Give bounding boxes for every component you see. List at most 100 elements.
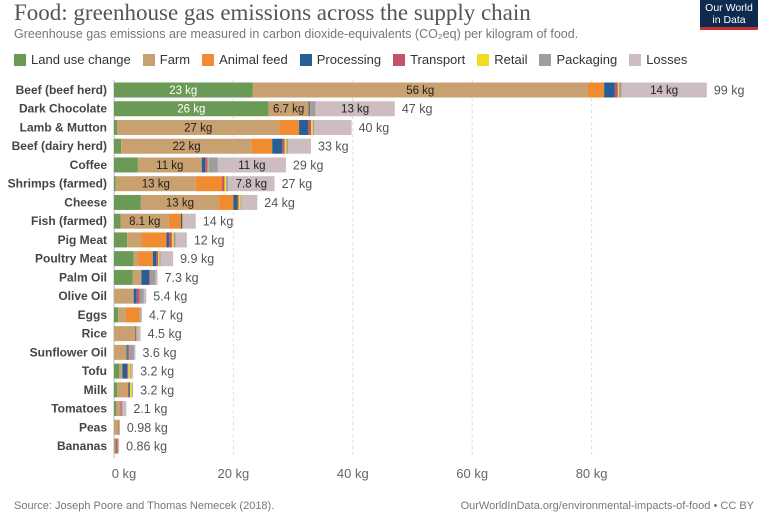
category-label: Shrimps (farmed): [8, 177, 107, 191]
bar-segment-packaging: [150, 269, 156, 285]
bar-segment-transport: [136, 288, 140, 304]
bar-segment-farm: [121, 138, 252, 154]
bar-segment-land-use-change: [114, 382, 117, 398]
legend-item-processing[interactable]: Processing: [299, 52, 381, 67]
total-value-label: 14 kg: [203, 215, 234, 229]
bar-segment-transport: [127, 344, 129, 360]
bar-segment-farm: [114, 438, 116, 454]
legend-item-packaging[interactable]: Packaging: [539, 52, 617, 67]
bar-segment-processing: [122, 363, 128, 379]
legend-item-farm[interactable]: Farm: [142, 52, 190, 67]
bar-segment-transport: [182, 213, 183, 229]
legend-item-land-use-change[interactable]: Land use change: [14, 52, 131, 67]
bar-segment-transport: [156, 251, 159, 267]
legend-label: Transport: [410, 52, 466, 67]
total-value-label: 5.4 kg: [153, 290, 187, 304]
segment-value-label: 13 kg: [142, 179, 170, 191]
total-value-label: 33 kg: [318, 140, 349, 154]
bar-segment-processing: [604, 82, 615, 98]
legend-swatch: [14, 53, 26, 66]
bar-segment-losses: [134, 344, 136, 360]
bar-segment-land-use-change: [114, 232, 128, 248]
bar-segment-packaging: [240, 194, 242, 210]
legend-item-animal-feed[interactable]: Animal feed: [202, 52, 288, 67]
bar-segment-transport: [115, 438, 118, 454]
segment-value-label: 6.7 kg: [273, 104, 304, 116]
bar-segment-processing: [135, 326, 137, 342]
source-link[interactable]: OurWorldInData.org/environmental-impacts…: [460, 500, 754, 512]
bar-segment-packaging: [286, 138, 289, 154]
segment-value-label: 23 kg: [169, 85, 197, 97]
category-label: Coffee: [70, 158, 108, 172]
segment-value-label: 7.8 kg: [236, 179, 267, 191]
bar-segment-losses: [119, 419, 120, 435]
bar-segment-land-use-change: [114, 138, 122, 154]
total-value-label: 47 kg: [402, 102, 433, 116]
bar-segment-transport: [120, 401, 122, 417]
total-value-label: 7.3 kg: [165, 271, 199, 285]
bar-segment-transport: [168, 232, 172, 248]
chart-title: Food: greenhouse gas emissions across th…: [14, 0, 531, 25]
bar-segment-packaging: [121, 401, 123, 417]
bar-segment-farm: [116, 119, 280, 135]
bar-segment-losses: [143, 288, 147, 304]
bar-segment-farm: [118, 307, 126, 323]
bar-segment-processing: [152, 251, 157, 267]
total-value-label: 27 kg: [282, 177, 313, 191]
legend-swatch: [393, 53, 406, 66]
bar-segment-processing: [272, 138, 283, 154]
bar-segment-farm: [116, 401, 121, 417]
bar-segment-losses: [315, 101, 395, 117]
bar-segment-transport: [127, 363, 129, 379]
total-value-label: 40 kg: [359, 121, 390, 135]
legend-label: Land use change: [31, 52, 131, 67]
bar-segment-land-use-change: [114, 101, 269, 117]
bar-segment-retail: [207, 157, 209, 173]
bar-segment-losses: [217, 157, 286, 173]
bar-segment-transport: [205, 157, 208, 173]
segment-value-label: 13 kg: [166, 197, 194, 209]
bar-segment-packaging: [208, 157, 218, 173]
bar-segment-animal-feed: [168, 213, 181, 229]
legend-swatch: [539, 53, 552, 66]
bar-segment-land-use-change: [114, 157, 138, 173]
category-label: Bananas: [57, 439, 107, 453]
bar-segment-transport: [139, 307, 140, 323]
bar-segment-retail: [171, 232, 174, 248]
category-label: Olive Oil: [58, 289, 107, 303]
category-label: Sunflower Oil: [30, 345, 107, 359]
legend-item-transport[interactable]: Transport: [393, 52, 465, 67]
bar-segment-packaging: [183, 213, 184, 229]
bar-segment-retail: [136, 326, 138, 342]
owid-logo[interactable]: Our World in Data: [700, 0, 758, 30]
bar-segment-packaging: [137, 326, 138, 342]
bar-segment-processing: [308, 101, 310, 117]
category-label: Tofu: [82, 364, 107, 378]
bar-segment-land-use-change: [114, 401, 117, 417]
category-label: Pig Meat: [58, 233, 107, 247]
bar-segment-retail: [158, 251, 160, 267]
category-label: Lamb & Mutton: [20, 120, 107, 134]
legend-swatch: [477, 53, 490, 66]
bar-segment-losses: [175, 232, 187, 248]
bar-segment-losses: [241, 194, 258, 210]
bar-segment-processing: [166, 232, 169, 248]
segment-value-label: 13 kg: [341, 104, 369, 116]
bar-segment-processing: [128, 382, 130, 398]
bar-segment-packaging: [139, 307, 141, 323]
legend-label: Animal feed: [219, 52, 288, 67]
legend-label: Retail: [494, 52, 528, 67]
total-value-label: 99 kg: [714, 84, 745, 98]
legend-item-retail[interactable]: Retail: [477, 52, 527, 67]
bar-segment-retail: [311, 119, 313, 135]
bar-segment-transport: [129, 382, 131, 398]
segment-value-label: 14 kg: [650, 85, 678, 97]
bar-segment-packaging: [131, 382, 133, 398]
bar-segment-animal-feed: [138, 251, 153, 267]
legend-swatch: [202, 53, 215, 66]
bar-segment-farm: [114, 419, 119, 435]
legend-item-losses[interactable]: Losses: [629, 52, 687, 67]
bar-segment-packaging: [312, 119, 314, 135]
bar-segment-farm: [140, 194, 220, 210]
bar-segment-losses: [155, 269, 158, 285]
